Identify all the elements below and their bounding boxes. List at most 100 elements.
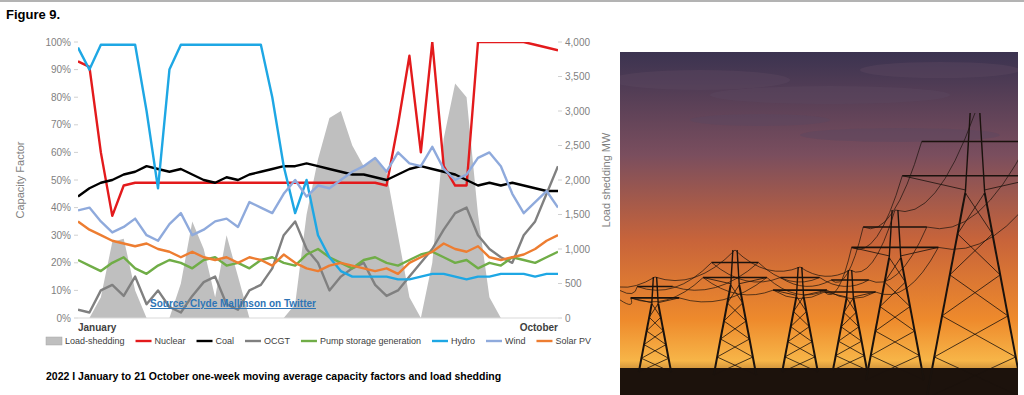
y2-tick — [558, 249, 562, 250]
legend-swatch — [536, 340, 552, 342]
legend-item: Nuclear — [136, 336, 186, 346]
pylon — [902, 113, 1018, 395]
y2-tick-label: 2,500 — [565, 140, 590, 151]
pylon-strut — [853, 292, 875, 297]
pylon-strut — [831, 279, 868, 280]
legend-item: Coal — [197, 336, 235, 346]
legend-swatch — [197, 340, 213, 342]
y2-tick — [558, 180, 562, 181]
pylon-strut — [721, 339, 753, 357]
pylon-strut — [658, 298, 679, 303]
photo-cloud — [860, 62, 1018, 78]
power-line — [876, 247, 939, 294]
y2-tick — [558, 111, 562, 112]
y-tick — [74, 69, 78, 70]
pylon-strut — [871, 356, 924, 380]
y2-tick-label: 4,000 — [565, 37, 590, 48]
y2-tick — [558, 214, 562, 215]
pylon-strut — [902, 175, 1018, 177]
y-tick-label: 70% — [51, 119, 71, 130]
line-series — [78, 45, 558, 280]
pylon-strut — [880, 307, 915, 331]
chart-caption: 2022 I January to 21 October one-week mo… — [46, 370, 501, 382]
pylon-strut — [852, 270, 854, 298]
pylon-strut — [794, 312, 810, 327]
power-line — [620, 277, 655, 287]
line-series — [78, 166, 558, 312]
pylon-strut — [641, 358, 671, 372]
y2-tick-label: 0 — [565, 313, 571, 324]
legend-swatch — [136, 340, 152, 342]
y2-tick-label: 500 — [565, 278, 582, 289]
legend-item: Pump storage generation — [301, 336, 421, 346]
pylon-strut — [791, 312, 807, 327]
pylon-strut — [644, 331, 663, 345]
legend-item: Solar PV — [536, 336, 591, 346]
y-tick-label: 50% — [51, 175, 71, 186]
pylon-strut — [844, 312, 859, 326]
legend-label: Pump storage generation — [320, 336, 421, 346]
power-line — [703, 278, 773, 295]
pylon-strut — [965, 113, 970, 193]
power-line — [758, 263, 819, 283]
legend-label: Hydro — [451, 336, 475, 346]
y2-tick — [558, 318, 562, 319]
pylon-strut — [836, 356, 867, 370]
pylon-strut — [901, 247, 939, 256]
pylon-strut — [885, 258, 901, 282]
pylon-strut — [927, 193, 966, 395]
x-tick-label: October — [520, 322, 558, 333]
y-tick — [74, 318, 78, 319]
y-tick — [74, 262, 78, 263]
photo-sky — [620, 52, 1018, 395]
y-tick — [74, 152, 78, 153]
legend-item: Wind — [486, 336, 526, 346]
y-tick-label: 90% — [51, 64, 71, 75]
pylon-strut — [773, 289, 827, 291]
x-axis-line — [78, 318, 558, 319]
pylon-strut — [927, 357, 1016, 395]
photo-cloud — [690, 114, 830, 126]
y-tick-label: 10% — [51, 285, 71, 296]
y2-tick — [558, 145, 562, 146]
y2-axis-title: Load shedding MW — [600, 132, 612, 227]
pylon-strut — [833, 356, 864, 370]
pylon-strut — [641, 345, 666, 359]
pylon-strut — [965, 193, 992, 234]
pylon-strut — [863, 226, 927, 227]
pylon-strut — [838, 327, 858, 341]
pylon-strut — [649, 317, 663, 331]
pylon-strut — [853, 298, 867, 370]
pylon-strut — [644, 345, 669, 359]
legend-label: Solar PV — [555, 336, 591, 346]
photo-cloud — [620, 70, 790, 90]
pylon-strut — [985, 176, 1018, 190]
pylon-strut — [637, 286, 673, 287]
y-tick — [74, 42, 78, 43]
photo-cloud — [800, 128, 1000, 142]
y2-tick-label: 3,500 — [565, 71, 590, 82]
legend-swatch — [46, 337, 62, 345]
pylon-strut — [647, 317, 661, 331]
legend-item: Load-shedding — [46, 336, 125, 346]
photo — [620, 52, 1018, 395]
pylon-strut — [782, 296, 796, 372]
pylon-strut — [724, 303, 743, 321]
pylon-strut — [875, 331, 919, 355]
y-tick-label: 80% — [51, 92, 71, 103]
pylon-strut — [721, 321, 747, 339]
pylon — [825, 270, 876, 370]
pylon-strut — [934, 316, 1008, 357]
legend-swatch — [432, 340, 448, 342]
power-line — [863, 142, 921, 229]
y-tick-label: 60% — [51, 147, 71, 158]
y2-tick — [558, 283, 562, 284]
legend-label: OCGT — [264, 336, 291, 346]
legend-label: Wind — [505, 336, 526, 346]
pylon-strut — [871, 331, 915, 355]
y-tick-label: 100% — [45, 37, 71, 48]
y-tick-label: 0% — [57, 313, 72, 324]
legend-label: Load-shedding — [65, 336, 125, 346]
pylon-strut — [958, 193, 985, 234]
pylon-strut — [885, 282, 910, 306]
